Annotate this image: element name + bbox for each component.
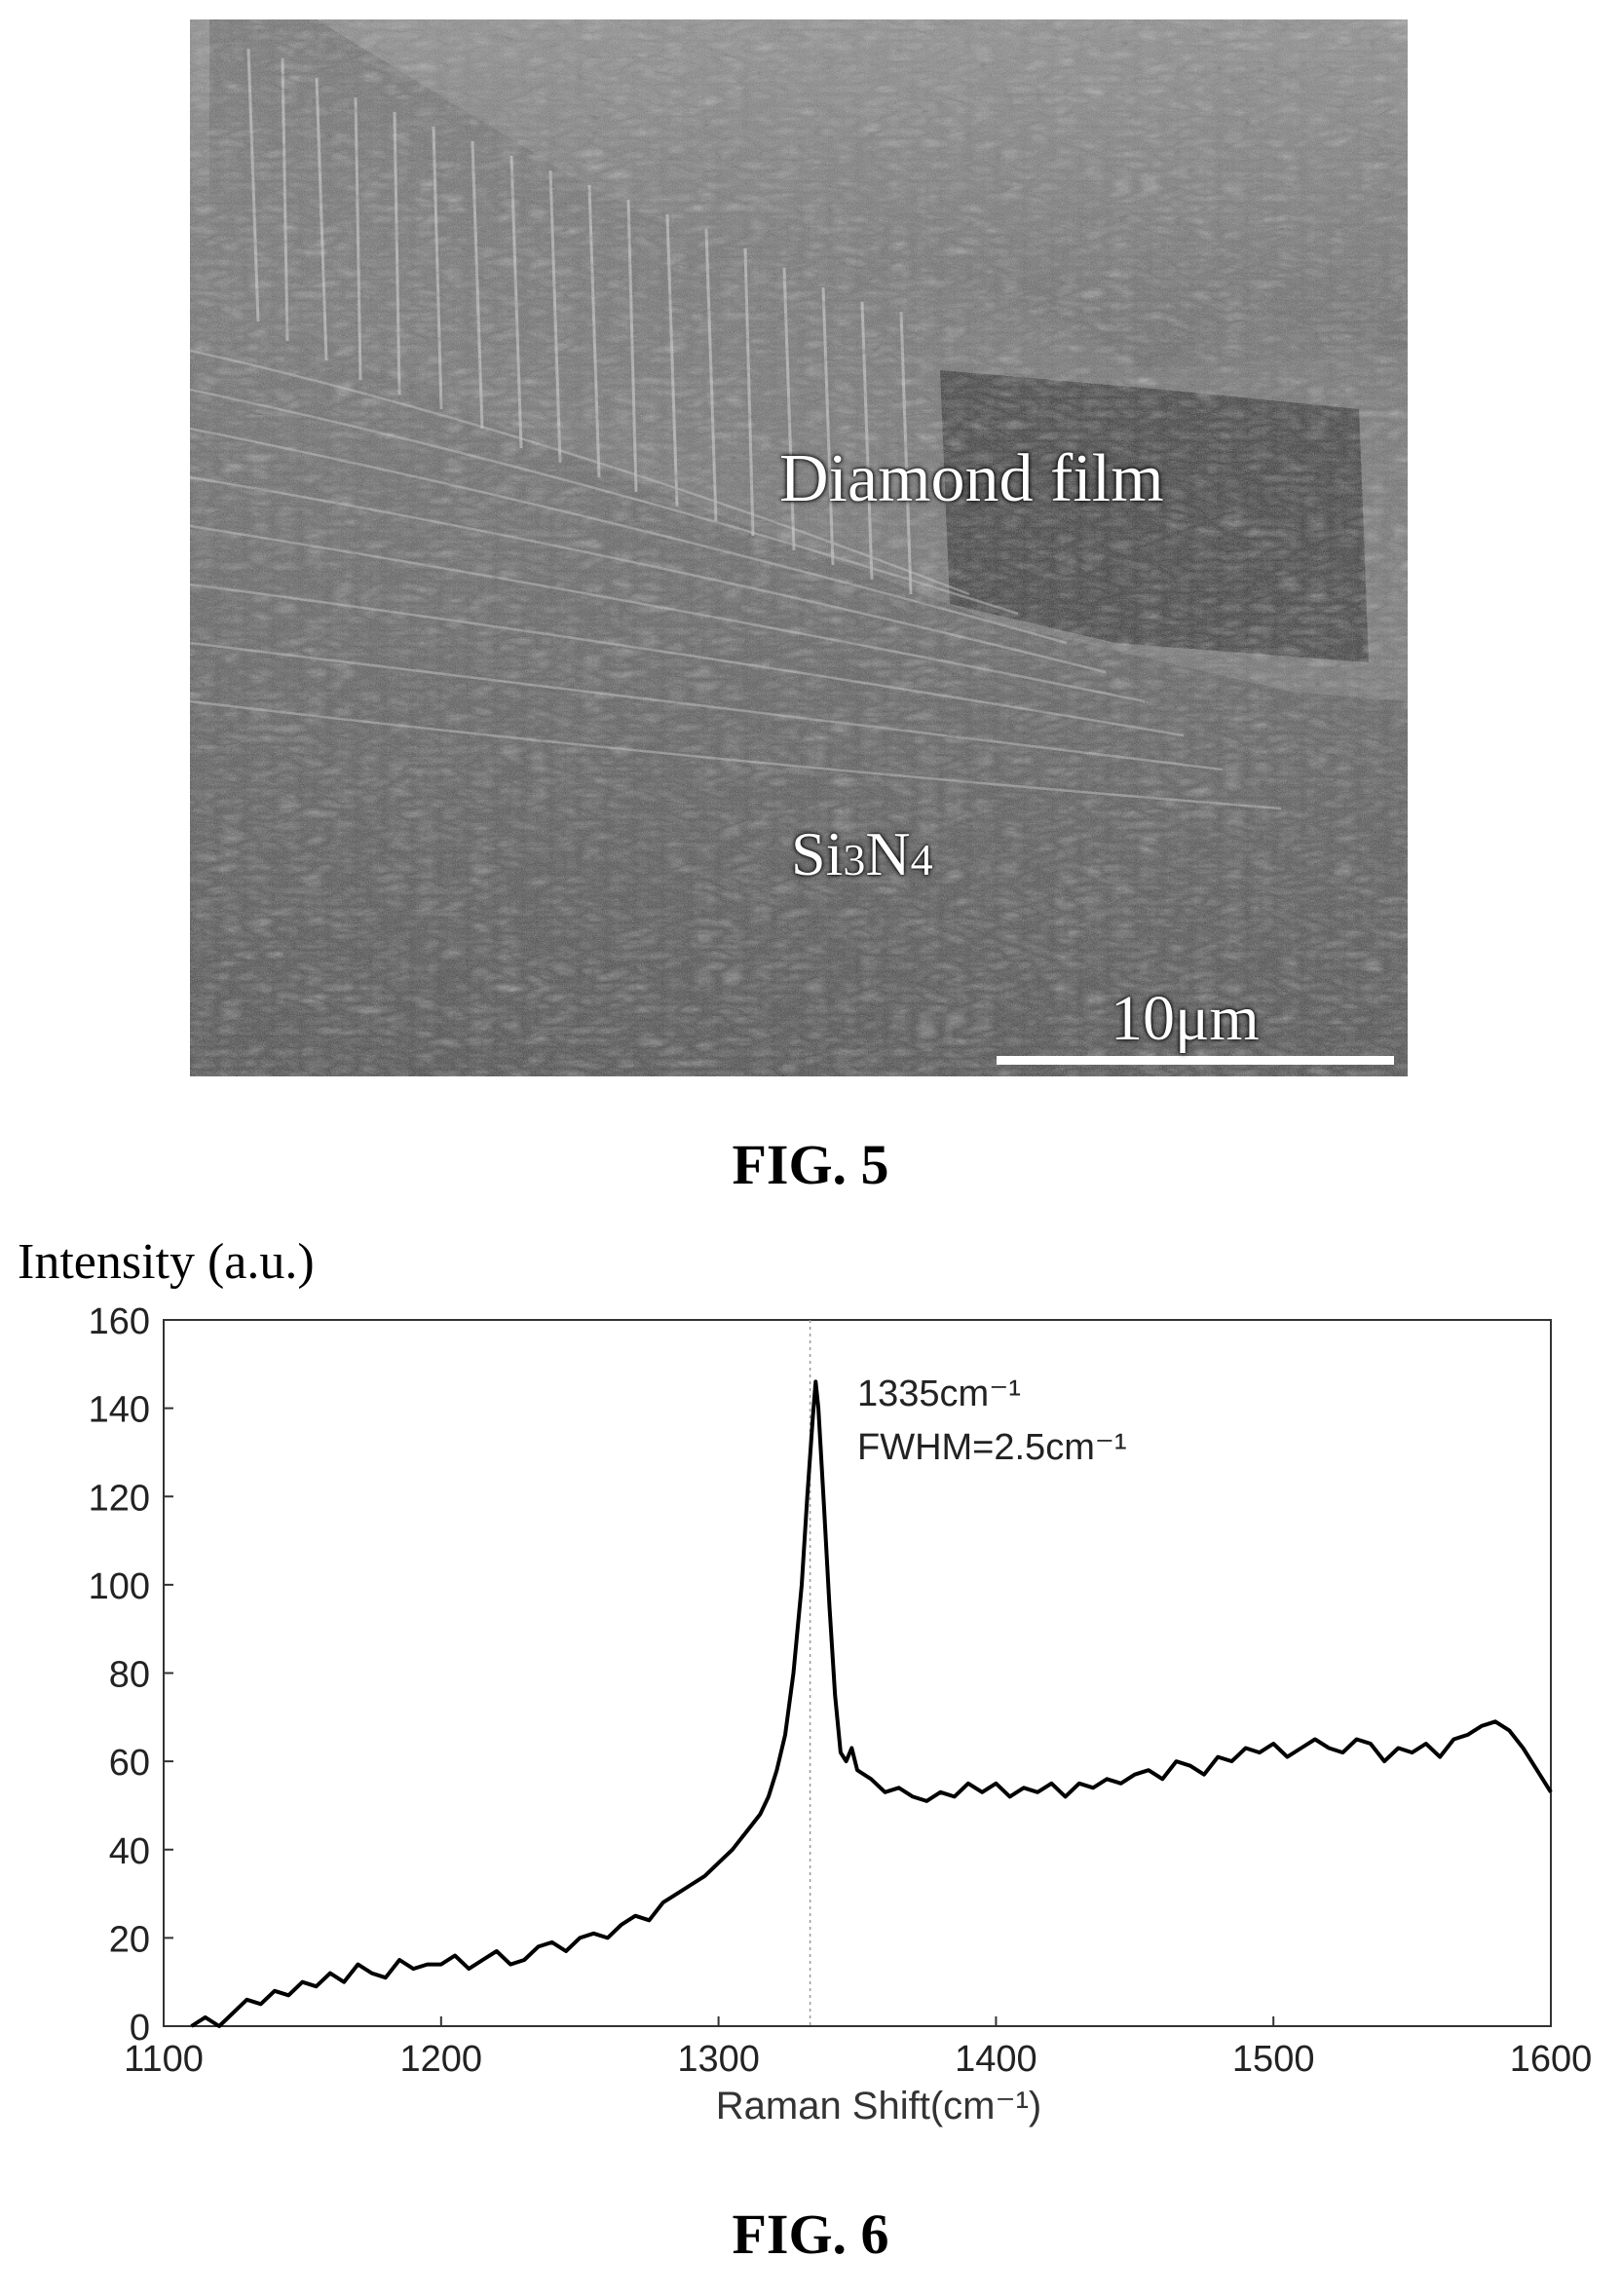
plot-frame xyxy=(163,1319,1552,2027)
x-tick-label-1400: 1400 xyxy=(955,2039,1037,2080)
fwhm-annotation: FWHM=2.5cm⁻¹ xyxy=(857,1427,1127,1468)
y-tick-label-100: 100 xyxy=(89,1566,150,1607)
scale-bar xyxy=(997,1056,1394,1065)
y-axis-label: Intensity (a.u.) xyxy=(18,1234,315,1290)
raman-chart-svg: Intensity (a.u.) Raman Shift(cm⁻¹) 0 20 40… xyxy=(18,1234,1593,2127)
y-tick-label-160: 160 xyxy=(89,1301,150,1342)
x-axis-label: Raman Shift(cm⁻¹) xyxy=(716,2085,1042,2127)
x-tick-label-1500: 1500 xyxy=(1232,2039,1315,2080)
substrate-sub-3: 3 xyxy=(843,835,866,885)
fig6-caption: FIG. 6 xyxy=(732,2202,889,2266)
substrate-n: N xyxy=(865,819,911,888)
substrate-sub-4: 4 xyxy=(910,835,933,885)
diamond-film-label: Diamond film xyxy=(779,441,1164,516)
y-tick-label-20: 20 xyxy=(109,1919,150,1960)
y-tick-label-0: 0 xyxy=(130,2008,150,2049)
y-tick-label-80: 80 xyxy=(109,1655,150,1696)
x-tick-label-1600: 1600 xyxy=(1510,2039,1593,2080)
y-tick-label-60: 60 xyxy=(109,1743,150,1784)
peak-position-annotation: 1335cm⁻¹ xyxy=(857,1374,1021,1414)
y-tick-label-140: 140 xyxy=(89,1390,150,1431)
spectrum-line-0 xyxy=(190,1379,1553,2028)
substrate-si: Si xyxy=(791,819,844,888)
substrate-label: Si3N4 xyxy=(791,818,933,890)
x-tick-label-1100: 1100 xyxy=(124,2039,204,2080)
fig5-caption: FIG. 5 xyxy=(732,1133,889,1196)
y-tick-label-40: 40 xyxy=(109,1831,150,1872)
sem-micrograph: Diamond film Si3N4 10μm xyxy=(190,19,1408,1076)
x-tick-label-1300: 1300 xyxy=(677,2039,760,2080)
x-tick-label-1200: 1200 xyxy=(400,2039,483,2080)
scale-bar-label: 10μm xyxy=(1111,983,1260,1054)
raman-chart: Intensity (a.u.) Raman Shift(cm⁻¹) 0 20 40… xyxy=(0,1227,1621,2163)
y-tick-label-120: 120 xyxy=(89,1478,150,1519)
